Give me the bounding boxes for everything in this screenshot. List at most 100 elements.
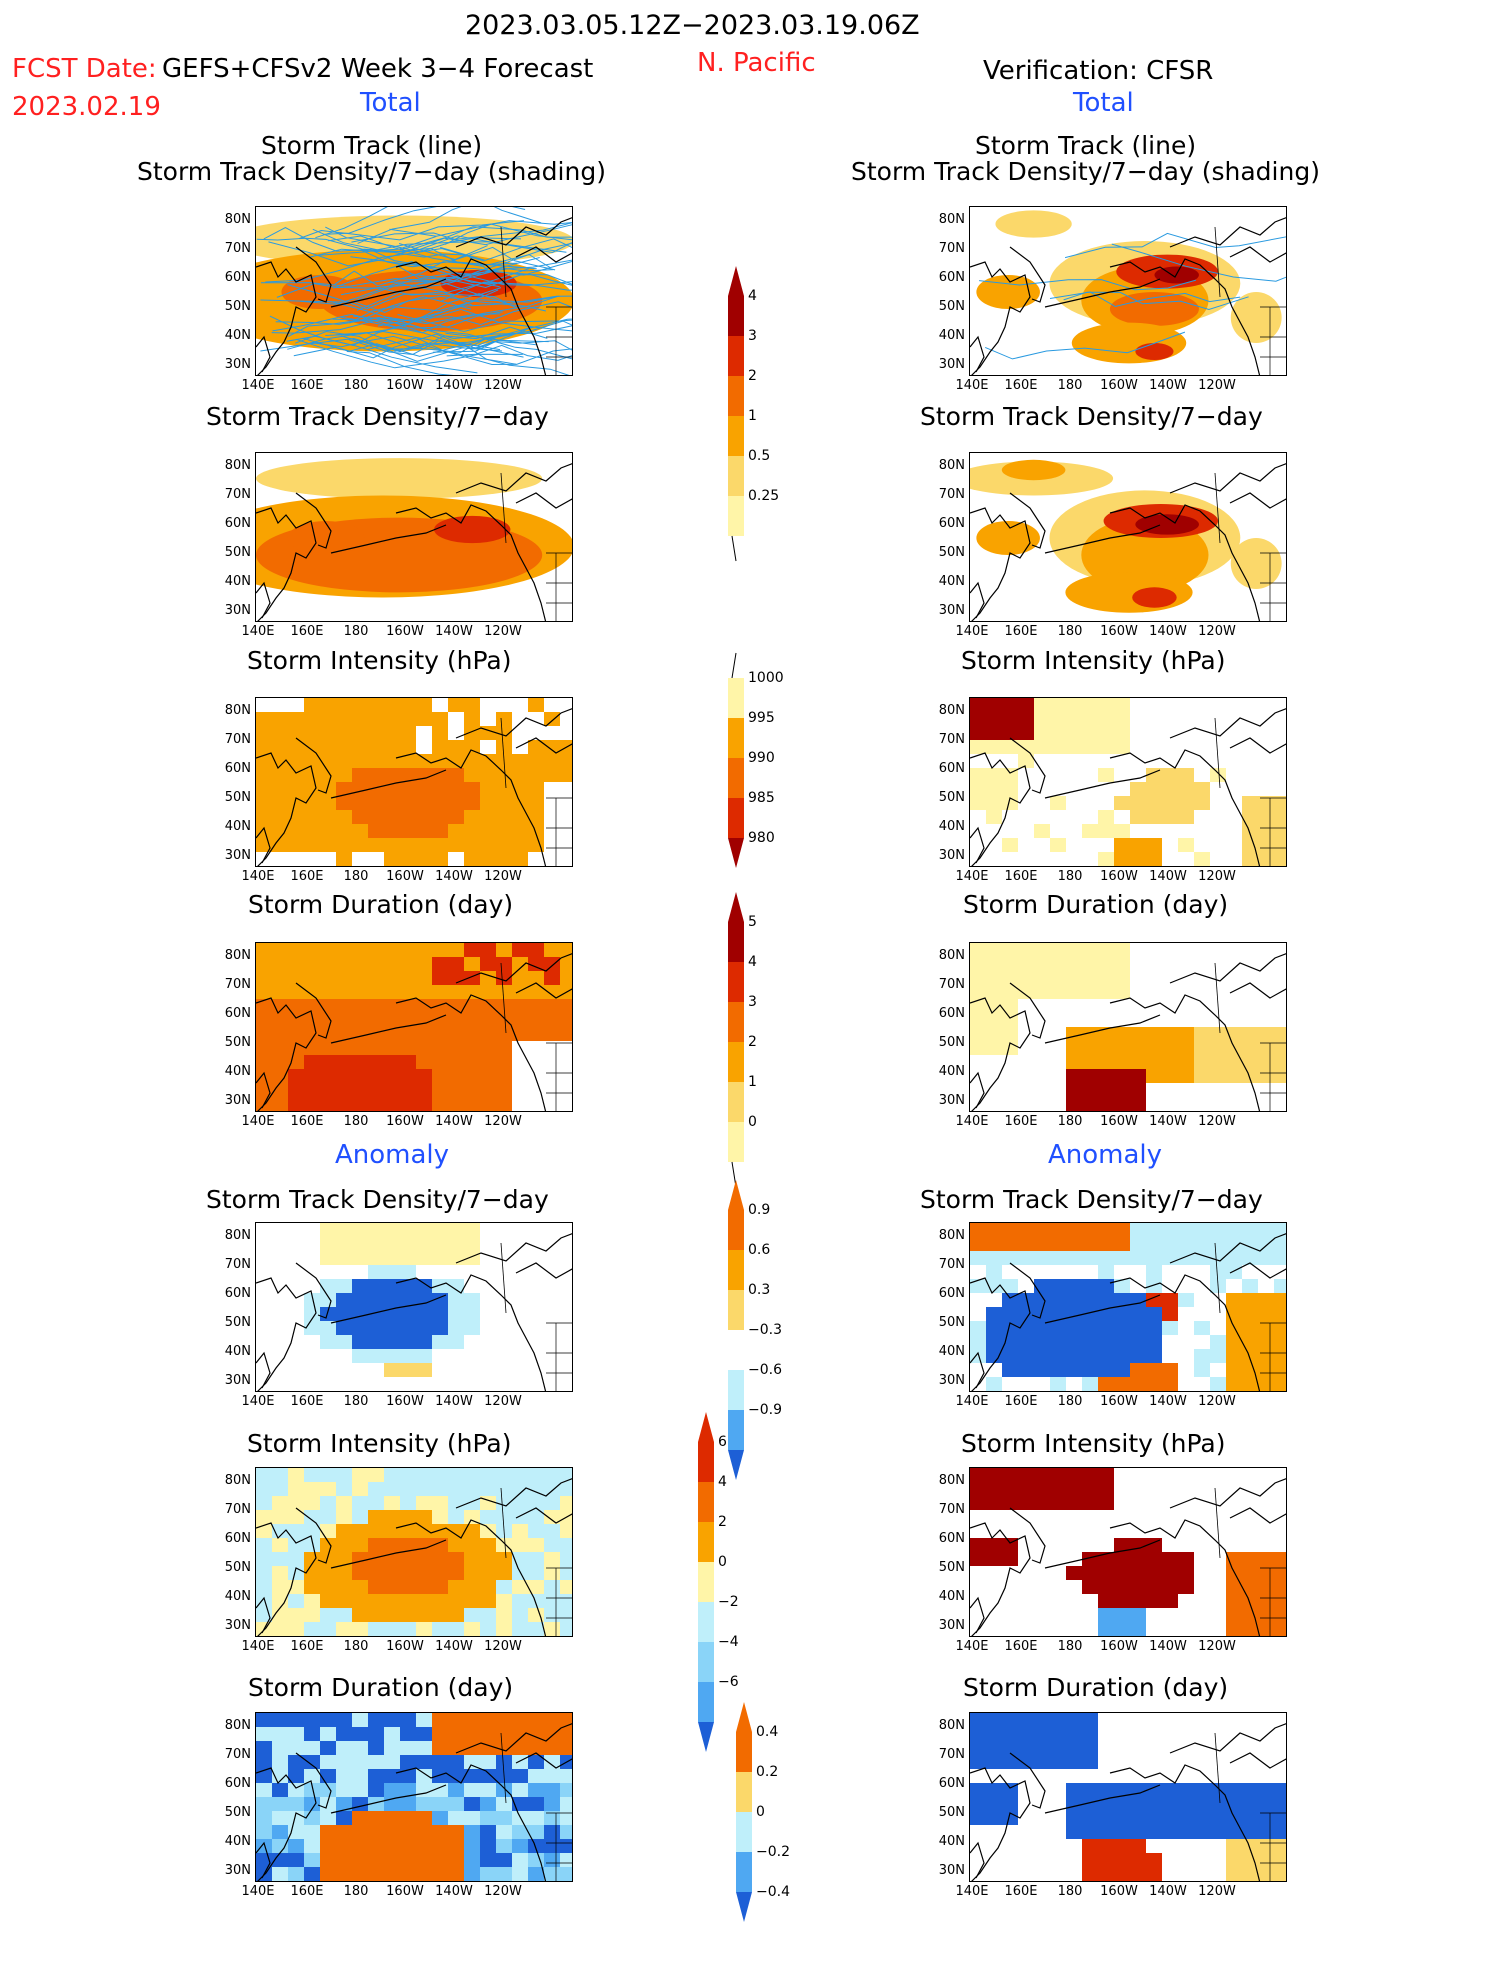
grid-cell [304,1111,320,1112]
grid-cell [544,1510,560,1524]
grid-cell [1066,1363,1082,1377]
grid-cell [512,1468,528,1482]
lat-tick: 70N [938,487,965,502]
grid-cell [1114,1552,1130,1566]
grid-cell [384,712,400,726]
grid-cell [352,1083,368,1097]
lat-tick: 50N [938,1560,965,1575]
grid-cell [528,1552,544,1566]
grid-cell [320,1867,336,1881]
grid-cell [400,1069,416,1083]
grid-cell [1114,1069,1130,1083]
grid-cell [1146,1580,1162,1594]
grid-cell [288,1839,304,1853]
storm-track-line [287,332,536,353]
grid-cell [320,1468,336,1482]
grid-cell [256,810,272,824]
grid-cell [288,1552,304,1566]
grid-cell [480,1636,496,1637]
grid-cell [1146,1321,1162,1335]
colorbar-segment [698,1522,714,1562]
grid-cell [970,726,986,740]
grid-cell [352,1251,368,1265]
grid-cell [544,1524,560,1538]
grid-cell [400,1111,416,1112]
grid-cell [1258,1069,1274,1083]
grid-cell [560,1881,573,1882]
grid-cell [352,1223,368,1237]
grid-cell [368,999,384,1013]
grid-cell [1210,1825,1226,1839]
grid-cell [1210,1265,1226,1279]
grid-cell [560,1013,572,1027]
density-blob [1135,514,1199,535]
grid-cell [304,712,320,726]
lat-tick: 70N [938,1257,965,1272]
lon-tick: 120W [1198,378,1236,393]
grid-cell [1050,838,1066,852]
grid-cell [1114,1223,1130,1237]
grid-cell [432,782,448,796]
grid-cell [1018,754,1034,768]
grid-cell [1098,1608,1114,1622]
grid-cell [256,824,272,838]
grid-cell [256,1538,272,1552]
lon-tick: 120W [1198,624,1236,639]
grid-cell [352,712,368,726]
grid-cell [400,971,416,985]
grid-cell [480,1566,496,1580]
coastline [256,953,572,1111]
grid-cell [1114,1566,1130,1580]
grid-cell [336,999,352,1013]
density-blob [1230,538,1282,589]
grid-cell [1098,1853,1114,1867]
grid-cell [272,1482,288,1496]
grid-cell [352,1307,368,1321]
grid-cell [384,726,400,740]
grid-cell [400,698,416,712]
grid-cell [1050,971,1066,985]
grid-cell [1018,726,1034,740]
fcst-date: 2023.02.19 [12,92,161,122]
grid-cell [256,1510,272,1524]
grid-cell [272,1097,288,1111]
grid-cell [1226,1622,1242,1636]
grid-cell [1066,1279,1082,1293]
grid-cell [336,1741,352,1755]
grid-cell [416,1797,432,1811]
grid-cell [1114,1622,1130,1636]
grid-cell [496,1811,512,1825]
grid-cell [384,1524,400,1538]
grid-cell [1258,838,1274,852]
grid-cell [480,1027,496,1041]
grid-cell [1066,971,1082,985]
grid-cell [1034,1727,1050,1741]
grid-cell [288,1881,304,1882]
grid-cell [400,1041,416,1055]
lat-tick: 50N [938,299,965,314]
grid-cell [986,782,1002,796]
colorbar-density-total: 4 3 2 1 0.5 0.25 [728,266,808,590]
grid-cell [544,999,560,1013]
grid-cell [416,1363,432,1377]
lat-tick: 70N [224,1257,251,1272]
grid-cell [464,985,480,999]
grid-cell [448,999,464,1013]
grid-cell [1274,1237,1286,1251]
grid-cell [528,1538,544,1552]
grid-cell [1034,698,1050,712]
grid-cell [304,985,320,999]
colorbar-segment [728,1042,744,1082]
grid-cell [496,1727,512,1741]
grid-cell [368,943,384,957]
grid-cell [464,1496,480,1510]
grid-cell [1082,1797,1098,1811]
grid-cell [1242,838,1258,852]
lon-tick: 160E [290,1394,324,1409]
grid-cell [416,1468,432,1482]
grid-cell [416,1594,432,1608]
grid-cell [368,768,384,782]
grid-cell [1098,971,1114,985]
grid-cell [1098,1027,1114,1041]
grid-cell [368,1839,384,1853]
